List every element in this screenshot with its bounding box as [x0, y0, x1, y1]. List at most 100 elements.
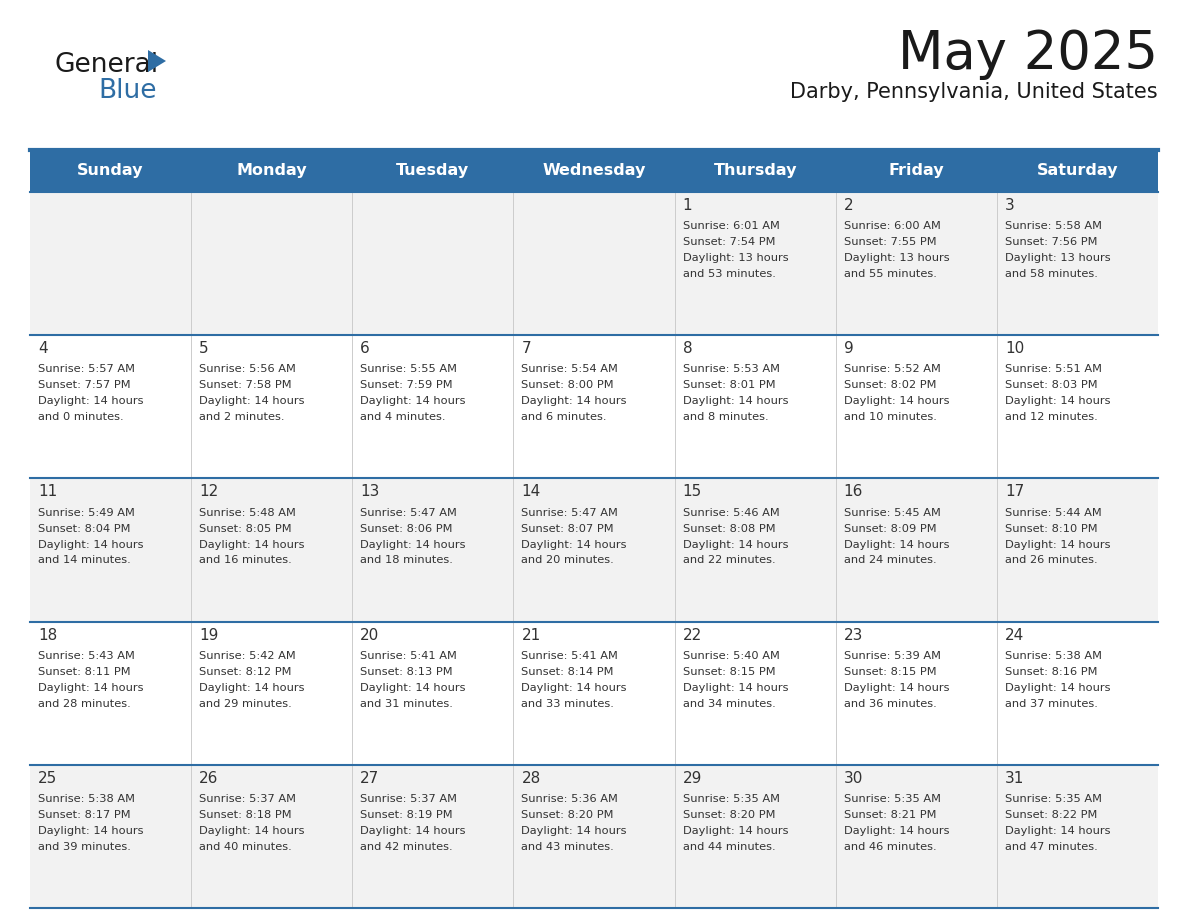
Text: General: General: [55, 52, 159, 78]
Text: Daylight: 14 hours: Daylight: 14 hours: [38, 826, 144, 836]
Bar: [30, 335, 1158, 478]
Text: Sunday: Sunday: [77, 163, 144, 178]
Text: and 26 minutes.: and 26 minutes.: [1005, 555, 1098, 565]
Text: Sunset: 8:16 PM: Sunset: 8:16 PM: [1005, 666, 1098, 677]
Text: Sunrise: 5:57 AM: Sunrise: 5:57 AM: [38, 364, 135, 375]
Text: Sunrise: 5:37 AM: Sunrise: 5:37 AM: [360, 794, 457, 804]
Text: Sunrise: 6:00 AM: Sunrise: 6:00 AM: [843, 221, 941, 231]
Polygon shape: [148, 50, 166, 72]
Bar: [30, 478, 1158, 621]
Text: and 46 minutes.: and 46 minutes.: [843, 842, 936, 852]
Text: Sunset: 8:11 PM: Sunset: 8:11 PM: [38, 666, 131, 677]
Text: 11: 11: [38, 485, 57, 499]
Text: and 36 minutes.: and 36 minutes.: [843, 699, 936, 709]
Text: Sunset: 8:02 PM: Sunset: 8:02 PM: [843, 380, 936, 390]
Text: Sunrise: 5:42 AM: Sunrise: 5:42 AM: [200, 651, 296, 661]
Text: 19: 19: [200, 628, 219, 643]
Text: and 37 minutes.: and 37 minutes.: [1005, 699, 1098, 709]
Text: Sunrise: 5:55 AM: Sunrise: 5:55 AM: [360, 364, 457, 375]
Text: and 8 minutes.: and 8 minutes.: [683, 412, 769, 422]
Text: Daylight: 14 hours: Daylight: 14 hours: [522, 683, 627, 693]
Bar: [30, 192, 1158, 335]
Text: Sunset: 8:20 PM: Sunset: 8:20 PM: [683, 810, 775, 820]
Text: Sunrise: 5:37 AM: Sunrise: 5:37 AM: [200, 794, 296, 804]
Text: Daylight: 14 hours: Daylight: 14 hours: [200, 826, 304, 836]
Text: Sunset: 7:57 PM: Sunset: 7:57 PM: [38, 380, 131, 390]
Text: 6: 6: [360, 341, 369, 356]
Text: and 39 minutes.: and 39 minutes.: [38, 842, 131, 852]
Text: Daylight: 14 hours: Daylight: 14 hours: [683, 397, 788, 407]
Text: Sunset: 8:01 PM: Sunset: 8:01 PM: [683, 380, 776, 390]
Text: Sunrise: 5:51 AM: Sunrise: 5:51 AM: [1005, 364, 1101, 375]
Text: 10: 10: [1005, 341, 1024, 356]
Text: 23: 23: [843, 628, 864, 643]
Text: Sunset: 8:14 PM: Sunset: 8:14 PM: [522, 666, 614, 677]
Text: and 12 minutes.: and 12 minutes.: [1005, 412, 1098, 422]
Text: 12: 12: [200, 485, 219, 499]
Text: Daylight: 14 hours: Daylight: 14 hours: [38, 540, 144, 550]
Text: and 4 minutes.: and 4 minutes.: [360, 412, 446, 422]
Text: Sunset: 8:19 PM: Sunset: 8:19 PM: [360, 810, 453, 820]
Text: 7: 7: [522, 341, 531, 356]
Text: Sunset: 8:09 PM: Sunset: 8:09 PM: [843, 523, 936, 533]
Text: Wednesday: Wednesday: [542, 163, 646, 178]
Text: 8: 8: [683, 341, 693, 356]
Text: Sunrise: 5:58 AM: Sunrise: 5:58 AM: [1005, 221, 1101, 231]
Text: and 16 minutes.: and 16 minutes.: [200, 555, 292, 565]
Text: Sunset: 8:18 PM: Sunset: 8:18 PM: [200, 810, 292, 820]
Text: Sunset: 7:55 PM: Sunset: 7:55 PM: [843, 237, 936, 247]
Text: Sunrise: 5:35 AM: Sunrise: 5:35 AM: [1005, 794, 1101, 804]
Text: Sunrise: 5:46 AM: Sunrise: 5:46 AM: [683, 508, 779, 518]
Text: Sunset: 8:07 PM: Sunset: 8:07 PM: [522, 523, 614, 533]
Text: Sunset: 8:10 PM: Sunset: 8:10 PM: [1005, 523, 1098, 533]
Text: Daylight: 14 hours: Daylight: 14 hours: [843, 540, 949, 550]
Text: Daylight: 14 hours: Daylight: 14 hours: [843, 826, 949, 836]
Text: 14: 14: [522, 485, 541, 499]
Text: 31: 31: [1005, 771, 1024, 786]
Text: Daylight: 14 hours: Daylight: 14 hours: [1005, 540, 1111, 550]
Text: Sunrise: 5:35 AM: Sunrise: 5:35 AM: [683, 794, 779, 804]
Text: Friday: Friday: [889, 163, 944, 178]
Text: Sunrise: 5:47 AM: Sunrise: 5:47 AM: [360, 508, 457, 518]
Text: Tuesday: Tuesday: [397, 163, 469, 178]
Text: Sunset: 8:06 PM: Sunset: 8:06 PM: [360, 523, 453, 533]
Bar: [30, 621, 1158, 765]
Text: Sunrise: 5:39 AM: Sunrise: 5:39 AM: [843, 651, 941, 661]
Bar: [30, 150, 1158, 192]
Text: and 44 minutes.: and 44 minutes.: [683, 842, 776, 852]
Text: Sunset: 7:56 PM: Sunset: 7:56 PM: [1005, 237, 1098, 247]
Text: Sunset: 8:15 PM: Sunset: 8:15 PM: [683, 666, 776, 677]
Text: Sunrise: 5:48 AM: Sunrise: 5:48 AM: [200, 508, 296, 518]
Text: Sunset: 8:13 PM: Sunset: 8:13 PM: [360, 666, 453, 677]
Text: Daylight: 14 hours: Daylight: 14 hours: [683, 540, 788, 550]
Text: Sunrise: 5:38 AM: Sunrise: 5:38 AM: [38, 794, 135, 804]
Text: and 43 minutes.: and 43 minutes.: [522, 842, 614, 852]
Text: Daylight: 14 hours: Daylight: 14 hours: [1005, 826, 1111, 836]
Text: Thursday: Thursday: [713, 163, 797, 178]
Text: Sunrise: 6:01 AM: Sunrise: 6:01 AM: [683, 221, 779, 231]
Text: 16: 16: [843, 485, 864, 499]
Text: Blue: Blue: [97, 78, 157, 104]
Text: 9: 9: [843, 341, 853, 356]
Text: Saturday: Saturday: [1037, 163, 1118, 178]
Text: 26: 26: [200, 771, 219, 786]
Text: Sunrise: 5:44 AM: Sunrise: 5:44 AM: [1005, 508, 1101, 518]
Text: Daylight: 14 hours: Daylight: 14 hours: [1005, 683, 1111, 693]
Text: Sunrise: 5:49 AM: Sunrise: 5:49 AM: [38, 508, 135, 518]
Text: Sunset: 8:12 PM: Sunset: 8:12 PM: [200, 666, 291, 677]
Text: Sunrise: 5:40 AM: Sunrise: 5:40 AM: [683, 651, 779, 661]
Text: 28: 28: [522, 771, 541, 786]
Text: Sunrise: 5:41 AM: Sunrise: 5:41 AM: [360, 651, 457, 661]
Text: 20: 20: [360, 628, 379, 643]
Text: Sunset: 8:00 PM: Sunset: 8:00 PM: [522, 380, 614, 390]
Text: 5: 5: [200, 341, 209, 356]
Text: Daylight: 14 hours: Daylight: 14 hours: [200, 683, 304, 693]
Text: Sunset: 8:22 PM: Sunset: 8:22 PM: [1005, 810, 1098, 820]
Text: Sunset: 7:59 PM: Sunset: 7:59 PM: [360, 380, 453, 390]
Text: and 40 minutes.: and 40 minutes.: [200, 842, 292, 852]
Text: Sunrise: 5:47 AM: Sunrise: 5:47 AM: [522, 508, 618, 518]
Text: Daylight: 14 hours: Daylight: 14 hours: [1005, 397, 1111, 407]
Bar: [30, 765, 1158, 908]
Text: 21: 21: [522, 628, 541, 643]
Text: Daylight: 14 hours: Daylight: 14 hours: [843, 397, 949, 407]
